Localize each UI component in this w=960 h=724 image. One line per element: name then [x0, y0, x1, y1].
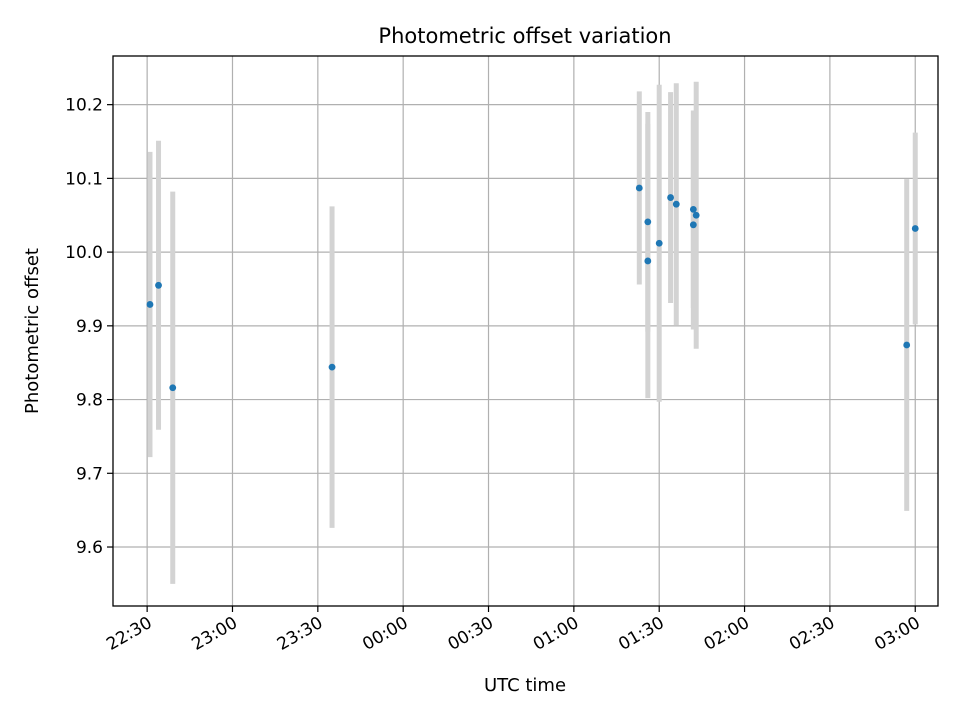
errorbar-layer — [147, 81, 918, 584]
plot-frame — [112, 55, 939, 607]
data-point — [689, 205, 697, 213]
x-tick-label: 02:30 — [786, 613, 838, 655]
x-tick-label: 23:30 — [274, 613, 326, 655]
data-point — [146, 301, 154, 308]
x-tick-label: 01:30 — [615, 613, 667, 655]
data-point — [644, 257, 652, 265]
x-tick-label: 01:00 — [530, 613, 582, 655]
chart-title: Photometric offset variation — [378, 24, 671, 48]
data-point — [644, 218, 652, 226]
x-tick-label: 00:30 — [445, 613, 497, 655]
y-tick-label: 10.1 — [65, 169, 103, 189]
x-tick-label: 03:00 — [871, 613, 923, 655]
y-tick-label: 9.6 — [76, 538, 103, 558]
x-tick-label: 02:00 — [701, 613, 753, 655]
x-tick-label: 22:30 — [103, 613, 155, 655]
y-tick-label: 9.8 — [76, 391, 103, 411]
data-point — [692, 211, 700, 219]
y-axis-label: Photometric offset — [22, 248, 43, 414]
data-point — [169, 384, 177, 392]
data-point — [328, 363, 336, 371]
data-point — [655, 239, 663, 247]
x-tick-label: 23:00 — [189, 613, 241, 655]
x-tick-label: 00:00 — [359, 613, 411, 655]
data-point — [155, 281, 162, 289]
data-point — [672, 200, 680, 208]
grid-layer — [113, 56, 938, 606]
data-point — [911, 225, 919, 232]
y-tick-label: 10.0 — [65, 243, 103, 263]
data-point — [667, 194, 674, 201]
tick-layer: 22:30 23:00 23:30 00:00 00:30 01:00 01:30 02:00… — [65, 96, 924, 655]
y-tick-label: 9.7 — [76, 464, 103, 484]
data-point — [903, 341, 911, 349]
y-tick-label: 10.2 — [65, 96, 103, 116]
x-axis-label: UTC time — [484, 675, 566, 696]
data-point — [689, 221, 697, 229]
y-tick-label: 9.9 — [76, 317, 103, 337]
point-layer — [146, 184, 919, 392]
data-point — [635, 184, 643, 192]
